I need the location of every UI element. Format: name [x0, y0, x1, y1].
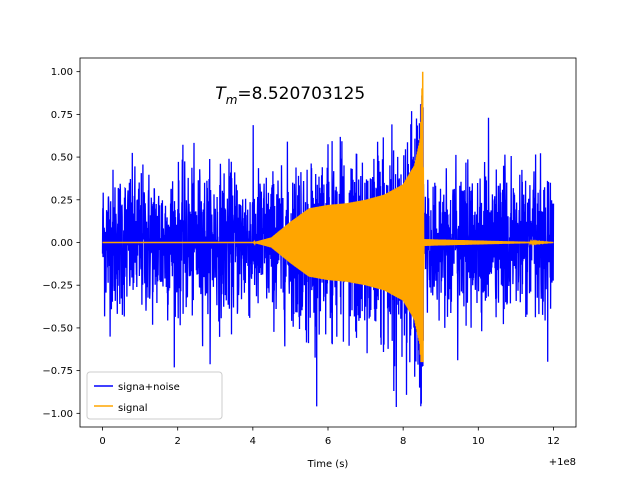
annotation-subscript: m [226, 93, 238, 107]
x-offset-label: +1e8 [549, 457, 576, 468]
x-tick-label: 10 [472, 436, 485, 447]
legend: signa+noise signal [86, 371, 223, 420]
y-tick-label: 0.25 [51, 195, 73, 206]
series-signa-noise-line [101, 95, 555, 408]
x-axis-label: Time (s) [307, 459, 349, 470]
annotation-value: =8.520703125 [237, 84, 365, 104]
legend-label-signal: signal [118, 403, 148, 414]
y-tick-label: 0.00 [51, 238, 73, 249]
x-tick-label: 6 [325, 436, 331, 447]
y-tick-label: −1.00 [42, 409, 73, 420]
x-tick-label: 12 [547, 436, 560, 447]
y-tick-label: 0.50 [51, 153, 73, 164]
y-tick-label: −0.75 [42, 366, 73, 377]
legend-box [86, 371, 223, 420]
y-tick-label: 1.00 [51, 67, 73, 78]
plot-area [101, 71, 555, 408]
y-tick-label: −0.25 [42, 281, 73, 292]
axes: 0 2 4 6 8 10 12 −1.00 −0.75 −0.50 −0.25 0.00 0.25 0.5… [42, 57, 577, 447]
series-signal-line [102, 71, 554, 363]
annotation-prefix: T [215, 84, 227, 104]
y-tick-label: −0.50 [42, 323, 73, 334]
legend-label-noise: signa+noise [118, 382, 180, 393]
x-tick-label: 0 [99, 436, 105, 447]
x-tick-label: 4 [250, 436, 256, 447]
x-tick-label: 8 [400, 436, 406, 447]
tm-annotation: Tm=8.520703125 [215, 84, 365, 107]
y-tick-label: 0.75 [51, 110, 73, 121]
x-tick-label: 2 [175, 436, 181, 447]
